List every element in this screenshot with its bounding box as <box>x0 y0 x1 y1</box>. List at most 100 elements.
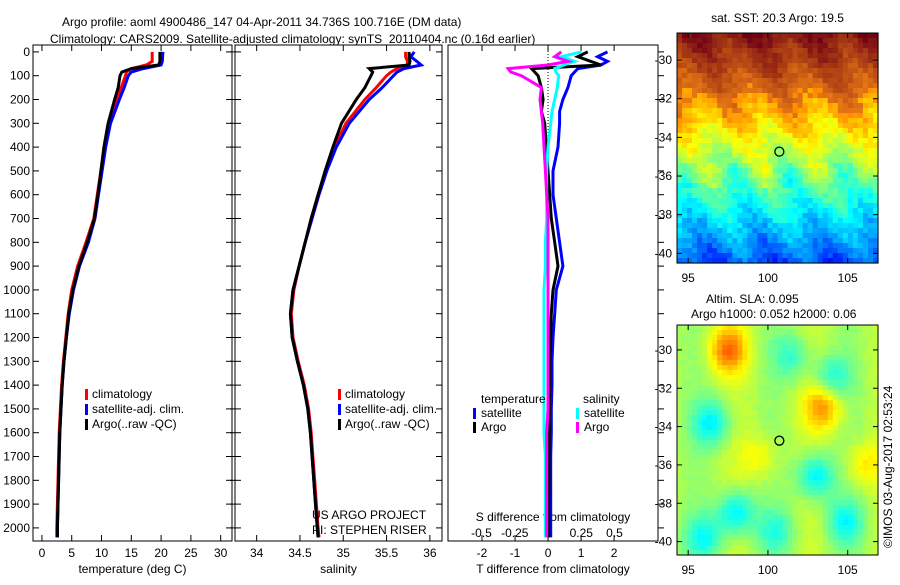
legend-swatch <box>85 419 88 430</box>
s-tick-label: 0.5 <box>606 526 623 540</box>
map-frame <box>676 32 879 264</box>
depth-tick-label: 600 <box>10 188 30 202</box>
lon-tick-label: 105 <box>838 271 858 285</box>
legend-swatch <box>576 422 579 433</box>
x-tick-label: -1 <box>510 546 521 560</box>
legend-swatch <box>85 389 88 400</box>
lon-tick-label: 95 <box>681 563 695 577</box>
x-tick-label: 2 <box>611 546 618 560</box>
x-axis-label: temperature (deg C) <box>78 562 186 576</box>
x-tick-label: 34 <box>250 546 264 560</box>
legend-swatch <box>338 389 341 400</box>
copyright-text: ©IMOS 03-Aug-2017 02:53:24 <box>881 385 895 548</box>
x-tick-label: 15 <box>125 546 139 560</box>
map-sla_map: 95 100 105 -30 -32 -34 -36 -38 -40 Altim. SLA: 0.… <box>655 292 879 577</box>
map-title-line-1: Altim. SLA: 0.095 <box>706 292 799 306</box>
s-tick-label: -0.5 <box>471 526 492 540</box>
map-title-line-2: Argo h1000: 0.052 h2000: 0.06 <box>691 307 857 321</box>
legend-label: climatology <box>92 387 152 401</box>
s-axis-label: S difference from climatology <box>476 510 631 524</box>
depth-tick-label: 1900 <box>3 497 30 511</box>
project-footer: US ARGO PROJECT <box>312 508 427 522</box>
lat-tick-label: -32 <box>655 92 673 106</box>
legend-label: Argo <box>584 420 610 434</box>
profile-panels: 0100200300400500600700800900100011001200… <box>3 44 664 576</box>
lat-tick-label: -36 <box>655 169 673 183</box>
series-t-satellite <box>549 50 611 538</box>
x-tick-label: 25 <box>184 546 198 560</box>
series-s-argo <box>505 50 574 538</box>
depth-tick-label: 1700 <box>3 450 30 464</box>
plot-frame <box>447 44 659 542</box>
map-sst_map: 95 100 105 -30 -32 -34 -36 -38 -40 sat. SST: 20.3… <box>655 11 879 285</box>
depth-tick-label: 1800 <box>3 473 30 487</box>
depth-tick-label: 1500 <box>3 402 30 416</box>
lat-tick-label: -32 <box>655 381 673 395</box>
x-tick-label: 0 <box>39 546 46 560</box>
legend-title-temperature: temperature <box>481 392 546 406</box>
depth-tick-label: 800 <box>10 235 30 249</box>
lon-tick-label: 105 <box>838 563 858 577</box>
map-frame <box>676 324 879 556</box>
depth-tick-label: 500 <box>10 164 30 178</box>
x-tick-label: 1 <box>578 546 585 560</box>
series-argo-raw-qc- <box>288 51 412 538</box>
depth-tick-label: 1300 <box>3 354 30 368</box>
legend-label: Argo(..raw -QC) <box>345 417 430 431</box>
series-argo-raw-qc- <box>55 51 162 538</box>
x-tick-label: 35 <box>337 546 351 560</box>
x-axis-label: salinity <box>320 562 357 576</box>
series-t-argo <box>528 50 602 538</box>
depth-tick-label: 200 <box>10 93 30 107</box>
legend-swatch <box>576 408 579 419</box>
title-line-2: Climatology: CARS2009. Satellite-adjuste… <box>50 32 535 46</box>
depth-tick-label: 400 <box>10 140 30 154</box>
legend-label: Argo <box>481 420 507 434</box>
legend-label: satellite <box>481 406 522 420</box>
x-tick-label: 5 <box>68 546 75 560</box>
legend-label: Argo(..raw -QC) <box>92 417 177 431</box>
legend-label: satellite <box>584 406 625 420</box>
x-tick-label: -2 <box>477 546 488 560</box>
s-tick-label: 0.25 <box>570 526 594 540</box>
legend-label: satellite-adj. clim. <box>345 402 437 416</box>
maps: 95 100 105 -30 -32 -34 -36 -38 -40 sat. SST: 20.3… <box>655 11 879 577</box>
x-tick-label: 36 <box>423 546 437 560</box>
depth-tick-label: 100 <box>10 69 30 83</box>
panel-salinity: 34 34.5 35 35.5 36 salinity climatologysatelli… <box>230 44 443 576</box>
panel-differences: -2 -1 0 1 2 T difference from climatology -0.5… <box>447 44 664 576</box>
map-field <box>677 325 879 556</box>
x-axis-label: T difference from climatology <box>476 562 630 576</box>
lat-tick-label: -36 <box>655 458 673 472</box>
depth-tick-label: 1100 <box>4 307 30 321</box>
legend-swatch <box>338 419 341 430</box>
depth-tick-label: 1600 <box>3 426 30 440</box>
lat-tick-label: -40 <box>655 246 673 260</box>
x-tick-label: 30 <box>214 546 228 560</box>
x-tick-label: 35.5 <box>375 546 399 560</box>
s-tick-label: -0.25 <box>501 526 529 540</box>
depth-tick-label: 1000 <box>3 283 30 297</box>
title-line-1: Argo profile: aoml 4900486_147 04-Apr-20… <box>62 15 461 29</box>
legend-label: satellite-adj. clim. <box>92 402 184 416</box>
lat-tick-label: -40 <box>655 535 673 549</box>
legend-swatch <box>338 404 341 415</box>
lon-tick-label: 95 <box>681 271 695 285</box>
map-field <box>677 33 879 264</box>
legend-title-salinity: salinity <box>583 392 620 406</box>
legend-swatch <box>85 404 88 415</box>
lon-tick-label: 100 <box>758 563 778 577</box>
depth-tick-label: 1200 <box>3 331 30 345</box>
depth-tick-label: 700 <box>10 212 30 226</box>
x-tick-label: 20 <box>154 546 168 560</box>
plot-frame <box>234 44 443 542</box>
plot-frame <box>32 44 233 542</box>
depth-tick-label: 300 <box>10 116 30 130</box>
depth-tick-label: 0 <box>23 45 30 59</box>
legend-swatch <box>473 422 476 433</box>
depth-tick-label: 2000 <box>3 521 30 535</box>
x-tick-label: 0 <box>545 546 552 560</box>
x-tick-label: 34.5 <box>288 546 312 560</box>
project-footer: PI: STEPHEN RISER <box>312 523 427 537</box>
